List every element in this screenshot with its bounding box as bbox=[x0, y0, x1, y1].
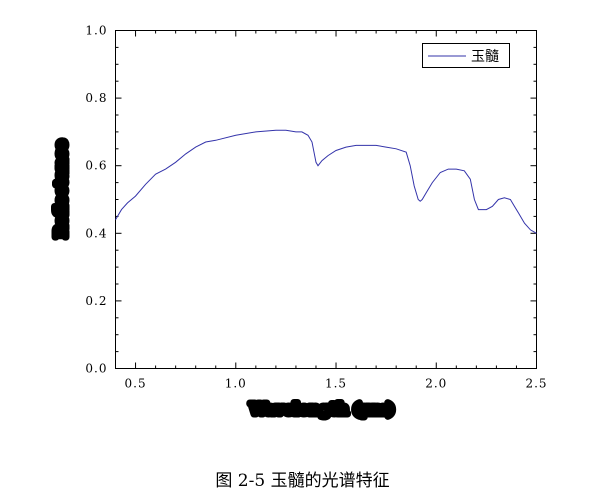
plot-area bbox=[115, 30, 537, 369]
series-line-chalcedony bbox=[115, 129, 537, 234]
y-tick-label: 1.0 bbox=[85, 24, 107, 38]
y-tick-label: 0.6 bbox=[85, 159, 107, 173]
x-axis-title: Wavelength (μm) bbox=[249, 400, 394, 418]
y-axis-title: Reflectance bbox=[52, 140, 70, 238]
y-axis-ticks bbox=[115, 30, 537, 369]
x-axis-ticks bbox=[115, 30, 537, 369]
x-tick-label: 2.5 bbox=[525, 377, 547, 391]
y-axis-tick-labels: 0.0 0.2 0.4 0.6 0.8 1.0 bbox=[85, 24, 107, 376]
y-tick-label: 0.0 bbox=[85, 362, 107, 376]
x-axis-tick-labels: 0.5 1.0 1.5 2.0 2.5 bbox=[125, 377, 547, 391]
y-tick-label: 0.2 bbox=[85, 294, 107, 308]
y-tick-label: 0.4 bbox=[85, 226, 107, 240]
x-tick-label: 1.5 bbox=[325, 377, 347, 391]
x-tick-label: 0.5 bbox=[125, 377, 147, 391]
y-tick-label: 0.8 bbox=[85, 91, 107, 105]
x-tick-label: 2.0 bbox=[425, 377, 447, 391]
legend-label: 玉髓 bbox=[471, 49, 499, 65]
legend: 玉髓 bbox=[422, 43, 510, 68]
x-tick-label: 1.0 bbox=[225, 377, 247, 391]
figure-caption: 图 2-5 玉髓的光谱特征 bbox=[215, 471, 390, 491]
